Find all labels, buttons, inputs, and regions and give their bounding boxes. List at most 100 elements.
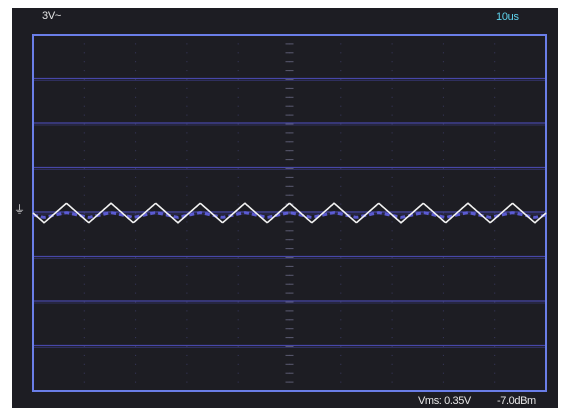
graticule-dot [391,168,393,169]
scope-display [32,34,547,392]
graticule-dot [135,176,137,178]
graticule-dot [135,248,137,250]
vrms-readout: Vms: 0.35V [418,395,471,407]
graticule-dot [391,283,393,285]
graticule-dot [442,265,444,267]
graticule-dot [442,337,444,339]
graticule-dot [237,354,239,356]
graticule-dot [494,159,496,161]
graticule-dot [442,239,444,241]
graticule-dot [83,168,85,169]
graticule-dot [83,363,85,365]
graticule-dot [494,123,496,125]
graticule-dot [83,337,85,339]
graticule-dot [442,150,444,152]
graticule-dot [442,283,444,285]
graticule-dot [442,176,444,178]
graticule-dot [340,239,342,241]
graticule-dot [237,114,239,116]
graticule-dot [186,310,188,312]
graticule-dot [135,123,137,125]
graticule-dot [186,301,188,303]
graticule-dot [135,328,137,330]
graticule-dot [83,354,85,356]
graticule-dot [494,70,496,72]
graticule-dot [83,105,85,107]
graticule-dot [391,203,393,205]
graticule-dot [186,79,188,80]
graticule-dot [135,194,137,196]
graticule-dot [83,176,85,178]
graticule-dot [186,212,188,214]
graticule-dot [340,96,342,98]
graticule-dot [391,114,393,116]
graticule-dot [391,79,393,80]
graticule-dot [442,61,444,63]
graticule-dot [237,239,239,241]
graticule-dot [442,114,444,116]
graticule-dot [186,346,188,347]
graticule-dot [340,132,342,134]
graticule-dot [340,346,342,347]
graticule-dot [340,159,342,161]
graticule-dot [237,274,239,276]
graticule-dot [83,70,85,72]
graticule-dot [442,310,444,312]
graticule-dot [340,114,342,116]
graticule-dot [494,79,496,80]
graticule-dot [135,381,137,383]
graticule-dot [494,310,496,312]
graticule-dot [442,363,444,365]
graticule-dot [186,52,188,54]
graticule-dot [83,87,85,89]
graticule-dot [494,87,496,89]
graticule-dot [237,194,239,196]
graticule-dot [340,176,342,178]
graticule-dot [237,221,239,223]
graticule-dot [494,292,496,294]
graticule-dot [340,230,342,232]
graticule-dot [442,328,444,330]
oscilloscope-screen: 3V~ 10us ⏚ Vms: 0.35V -7.0dBm [12,8,558,408]
graticule-dot [237,372,239,374]
graticule-dot [442,212,444,214]
graticule-dot [494,52,496,54]
graticule-dot [340,61,342,63]
graticule-dot [237,257,239,258]
ground-level-marker: ⏚ [14,203,25,216]
graticule-dot [186,319,188,321]
graticule-dot [340,203,342,205]
graticule-dot [186,363,188,365]
graticule-dot [237,176,239,178]
graticule-dot [340,150,342,152]
graticule-dot [135,79,137,80]
graticule-dot [442,319,444,321]
graticule-dot [186,257,188,258]
graticule-dot [186,230,188,232]
graticule-dot [494,372,496,374]
graticule-dot [237,79,239,80]
graticule-dot [83,301,85,303]
graticule-dot [186,70,188,72]
graticule-dot [494,301,496,303]
graticule-dot [83,328,85,330]
graticule-dot [83,372,85,374]
graticule-dot [391,43,393,45]
graticule-dot [442,123,444,125]
graticule-dot [391,150,393,152]
graticule-dot [83,274,85,276]
graticule-dot [391,346,393,347]
graticule-dot [135,257,137,258]
graticule-dot [494,337,496,339]
graticule-dot [83,310,85,312]
graticule-dot [186,221,188,223]
graticule-dot [237,123,239,125]
graticule-dot [340,141,342,143]
graticule-dot [135,114,137,116]
graticule-dot [83,132,85,134]
graticule-dot [83,248,85,250]
graticule-dot [391,301,393,303]
graticule-dot [135,239,137,241]
graticule-dot [391,337,393,339]
graticule-dot [237,301,239,303]
